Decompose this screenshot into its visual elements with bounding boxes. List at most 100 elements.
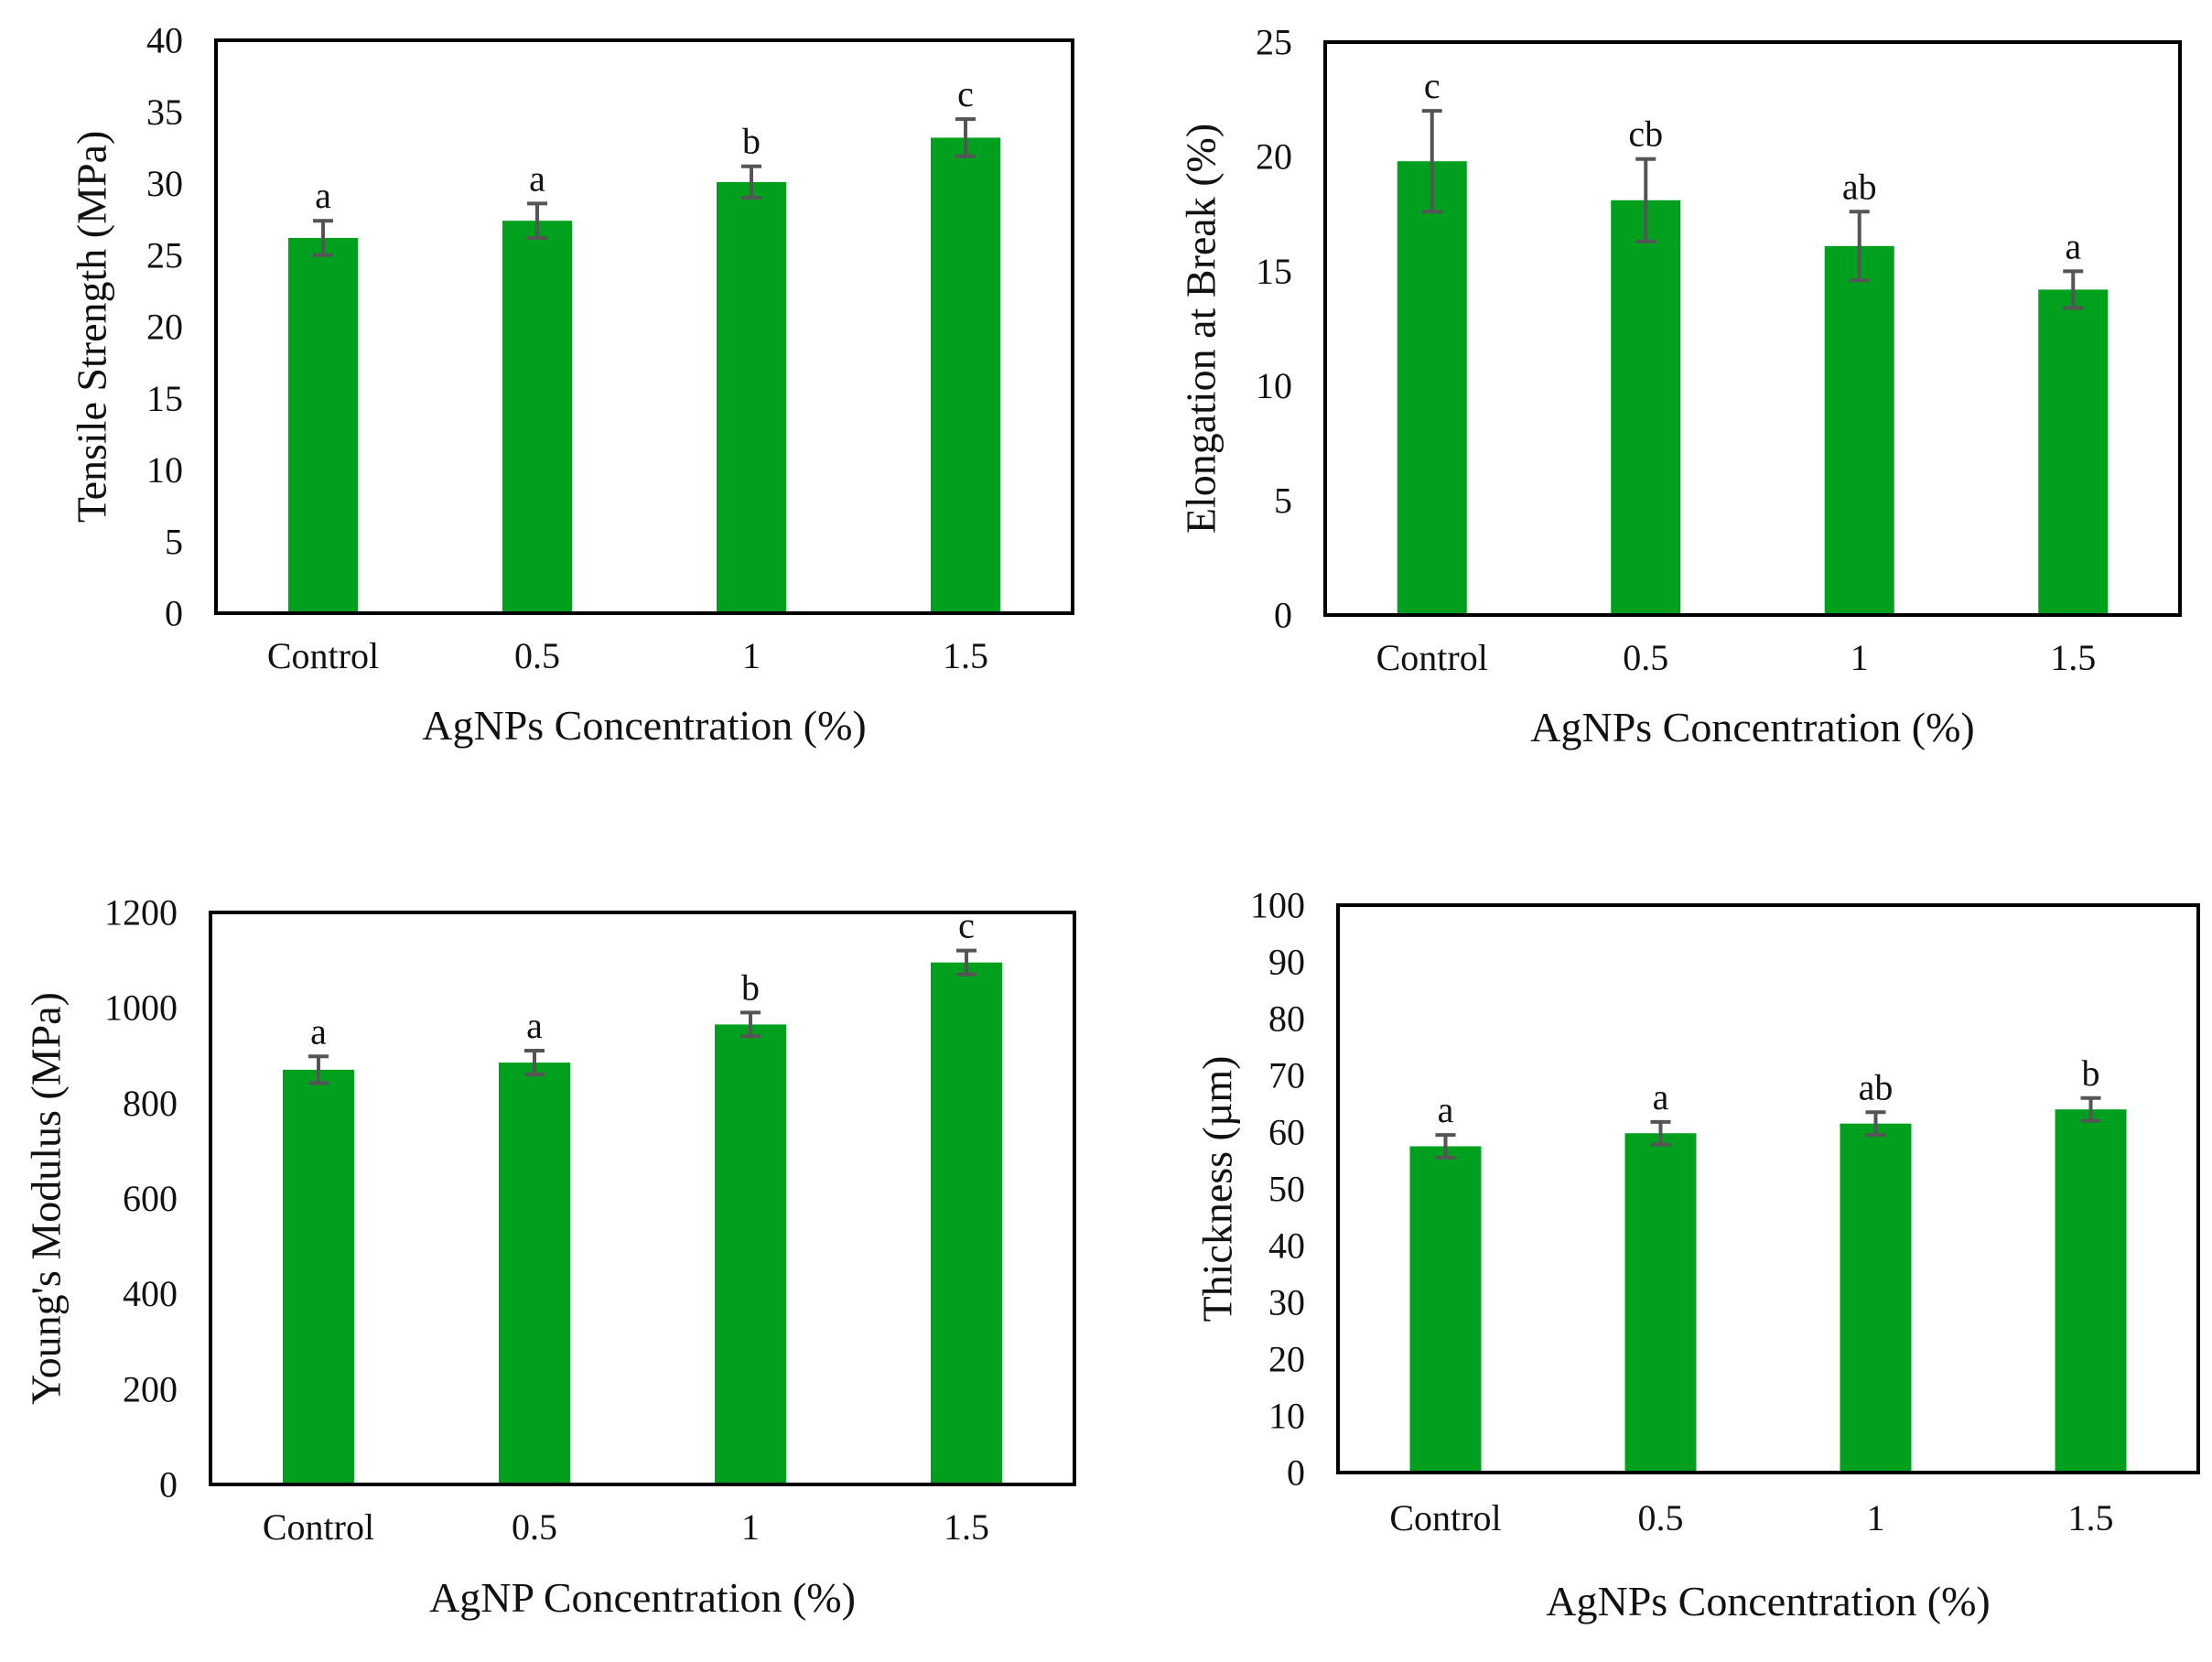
y-axis-title: Thickness (µm) <box>1194 1056 1241 1322</box>
y-tick-label: 400 <box>123 1273 178 1314</box>
x-tick-label: 1 <box>1851 637 1869 678</box>
bar <box>2038 289 2109 615</box>
bar <box>1409 1146 1482 1473</box>
youngs-modulus-svg: 0 200 400 600 800 1000 1200 a Control a 0.5 b 1 c 1.5 A… <box>23 892 1076 1621</box>
thickness-chart: 0 10 20 30 40 50 60 70 80 90 100 a Control a 0.5 ab 1 b 1.… <box>1106 828 2212 1657</box>
y-tick-label: 100 <box>1250 885 1305 926</box>
x-tick-label: Control <box>1389 1497 1501 1538</box>
bar <box>283 1069 354 1484</box>
y-tick-label: 25 <box>1256 22 1292 63</box>
plot-frame <box>1336 903 2200 1474</box>
y-tick-label: 20 <box>1268 1339 1305 1380</box>
significance-letter: ab <box>1859 1066 1894 1107</box>
bar <box>1824 245 1894 615</box>
x-axis-title: AgNP Concentration (%) <box>429 1574 856 1621</box>
bar <box>1840 1123 1912 1473</box>
y-tick-label: 1000 <box>104 987 178 1029</box>
x-tick-label: 1.5 <box>2050 637 2096 678</box>
y-tick-label: 0 <box>165 593 183 634</box>
significance-letter: a <box>315 175 331 216</box>
y-tick-label: 5 <box>1274 480 1292 521</box>
significance-letter: b <box>742 121 761 162</box>
bar <box>1397 161 1467 615</box>
y-axis-title: Elongation at Break (%) <box>1178 124 1225 534</box>
y-tick-label: 35 <box>146 92 183 133</box>
y-tick-label: 200 <box>123 1368 178 1409</box>
y-tick-label: 10 <box>1256 365 1292 406</box>
youngs-modulus-chart: 0 200 400 600 800 1000 1200 a Control a 0.5 b 1 c 1.5 A… <box>0 828 1106 1657</box>
y-tick-label: 15 <box>146 378 183 419</box>
tensile-strength-chart: 0 5 10 15 20 25 30 35 40 a Control a 0.5 b 1 c 1.5 AgNPs … <box>0 0 1106 828</box>
y-tick-label: 50 <box>1268 1169 1305 1210</box>
significance-letter: a <box>2065 225 2081 266</box>
significance-letter: b <box>2082 1052 2100 1094</box>
thickness-svg: 0 10 20 30 40 50 60 70 80 90 100 a Control a 0.5 ab 1 b 1.… <box>1194 885 2200 1624</box>
x-axis-title: AgNPs Concentration (%) <box>1546 1578 1990 1624</box>
tensile-strength-svg: 0 5 10 15 20 25 30 35 40 a Control a 0.5 b 1 c 1.5 AgNPs … <box>69 20 1074 749</box>
elongation-at-break-svg: 0 5 10 15 20 25 c Control cb 0.5 ab 1 a 1.5 AgNPs Conc… <box>1178 22 2182 750</box>
y-tick-label: 90 <box>1268 942 1305 983</box>
plot-frame <box>1323 40 2182 617</box>
x-tick-label: 1 <box>742 635 761 676</box>
x-axis-title: AgNPs Concentration (%) <box>1530 704 1974 750</box>
bar <box>931 962 1002 1484</box>
significance-letter: c <box>957 73 974 114</box>
x-tick-label: 0.5 <box>514 635 560 676</box>
bar <box>715 1024 786 1484</box>
y-tick-label: 20 <box>146 307 183 348</box>
x-tick-label: Control <box>263 1506 374 1548</box>
y-axis-title: Young's Modulus (MPa) <box>23 992 70 1405</box>
x-tick-label: 1 <box>1867 1497 1885 1538</box>
bar <box>502 221 572 613</box>
plot-frame <box>214 38 1074 615</box>
significance-letter: a <box>1653 1076 1669 1117</box>
y-tick-label: 0 <box>159 1464 178 1506</box>
significance-letter: a <box>526 1005 543 1046</box>
plot-frame <box>209 911 1076 1486</box>
bar <box>288 237 358 613</box>
y-tick-label: 25 <box>146 234 183 275</box>
y-tick-label: 60 <box>1268 1112 1305 1153</box>
y-tick-label: 10 <box>146 449 183 491</box>
x-tick-label: 1.5 <box>944 1506 989 1548</box>
significance-letter: a <box>1438 1089 1454 1130</box>
y-axis-title: Tensile Strength (MPa) <box>69 131 115 523</box>
y-tick-label: 80 <box>1268 998 1305 1040</box>
y-tick-label: 40 <box>1268 1225 1305 1267</box>
x-tick-label: 1.5 <box>943 635 988 676</box>
significance-letter: c <box>1424 65 1440 106</box>
bar <box>717 181 786 613</box>
y-tick-label: 15 <box>1256 251 1292 292</box>
bar <box>499 1063 570 1484</box>
x-tick-label: 1.5 <box>2068 1497 2114 1538</box>
significance-letter: a <box>529 157 545 199</box>
bar <box>2055 1109 2127 1473</box>
x-tick-label: 1 <box>741 1506 760 1548</box>
y-tick-label: 600 <box>123 1178 178 1219</box>
y-tick-label: 30 <box>146 163 183 204</box>
y-tick-label: 30 <box>1268 1282 1305 1323</box>
significance-letter: b <box>741 966 760 1008</box>
y-tick-label: 20 <box>1256 136 1292 178</box>
significance-letter: cb <box>1628 113 1663 155</box>
elongation-at-break-chart: 0 5 10 15 20 25 c Control cb 0.5 ab 1 a 1.5 AgNPs Conc… <box>1106 0 2212 828</box>
y-tick-label: 70 <box>1268 1055 1305 1096</box>
significance-letter: ab <box>1842 166 1877 207</box>
x-tick-label: 0.5 <box>1638 1497 1684 1538</box>
x-tick-label: Control <box>267 635 379 676</box>
y-tick-label: 800 <box>123 1083 178 1124</box>
bar <box>1624 1133 1697 1473</box>
y-tick-label: 1200 <box>104 892 178 934</box>
significance-letter: c <box>958 905 975 946</box>
significance-letter: a <box>310 1010 327 1052</box>
x-tick-label: 0.5 <box>512 1506 557 1548</box>
x-axis-title: AgNPs Concentration (%) <box>422 702 866 749</box>
bar <box>1611 200 1681 615</box>
y-tick-label: 5 <box>165 521 183 562</box>
y-tick-label: 40 <box>146 20 183 61</box>
bar <box>931 137 1000 614</box>
x-tick-label: Control <box>1376 637 1488 678</box>
y-tick-label: 0 <box>1287 1452 1305 1494</box>
y-tick-label: 0 <box>1274 595 1292 636</box>
